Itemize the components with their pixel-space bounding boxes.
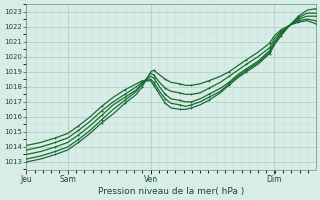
X-axis label: Pression niveau de la mer( hPa ): Pression niveau de la mer( hPa ) <box>98 187 244 196</box>
